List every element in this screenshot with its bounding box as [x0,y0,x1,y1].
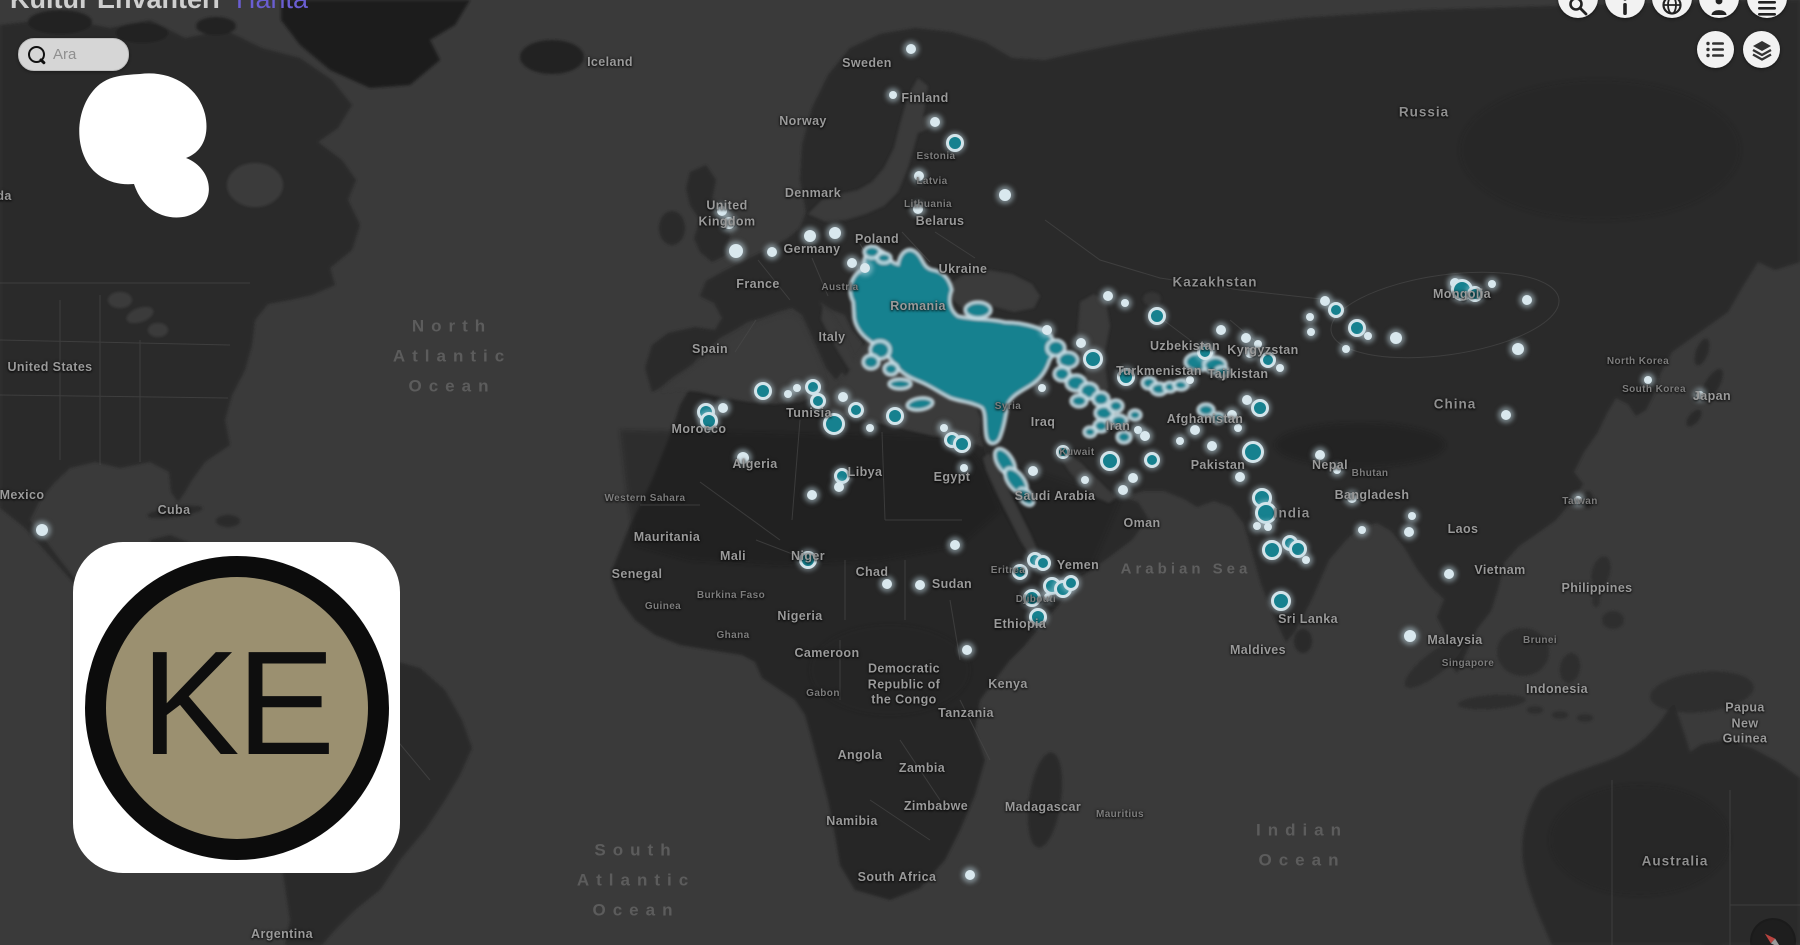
blob-marker-logo[interactable] [68,62,218,227]
heat-blob [1196,402,1216,418]
layers-icon [1751,40,1772,61]
heat-blob [1082,425,1098,439]
heatmap-layer [848,244,1231,508]
menu-circle-button[interactable] [1747,0,1787,18]
search-input[interactable] [51,45,121,64]
heat-blob [1092,418,1110,434]
heat-blob [905,396,935,412]
heat-blob [1069,393,1089,409]
layers-button[interactable] [1743,31,1780,68]
ke-logo-text: KE [140,620,335,786]
compass-icon [1764,933,1782,945]
search-circle-button[interactable] [1558,0,1598,18]
heat-blob [1109,413,1129,429]
user-icon [1711,0,1727,15]
heat-blob [1045,338,1067,358]
heat-blob [1127,408,1143,422]
heat-blob [1172,378,1190,392]
info-circle-button[interactable] [1605,0,1645,18]
info-icon [1623,0,1627,15]
globe-circle-button[interactable] [1652,0,1692,18]
nav-link-harita[interactable]: Harita [236,0,308,14]
heat-blob [1091,390,1111,408]
heat-blob [963,300,993,320]
heat-blob [1210,411,1226,425]
ke-circle: KE [84,555,389,860]
list-view-button[interactable] [1697,31,1734,68]
heat-blob [1199,344,1215,358]
heat-blob [882,361,900,377]
heat-blob [887,377,913,391]
compass-button[interactable] [1752,920,1794,945]
menu-icon [1758,1,1776,16]
heat-blob [1052,365,1072,383]
search-bar[interactable] [18,38,129,71]
user-circle-button[interactable] [1699,0,1739,18]
search-icon [28,46,45,63]
heat-blob [861,353,881,371]
app-header: Kültür Envanteri Harita [10,0,308,15]
globe-icon [1662,0,1682,15]
heat-blob [1115,429,1133,445]
heatmap-main-mass [848,247,1056,446]
ke-marker-card[interactable]: KE [73,542,400,873]
heat-blob [1107,398,1125,414]
list-icon [1706,41,1724,58]
heat-blob [1016,486,1036,508]
heat-blob [1213,365,1231,379]
search-icon [1569,0,1588,16]
app-title: Kültür Envanteri [10,0,220,14]
heat-blob [875,251,893,265]
